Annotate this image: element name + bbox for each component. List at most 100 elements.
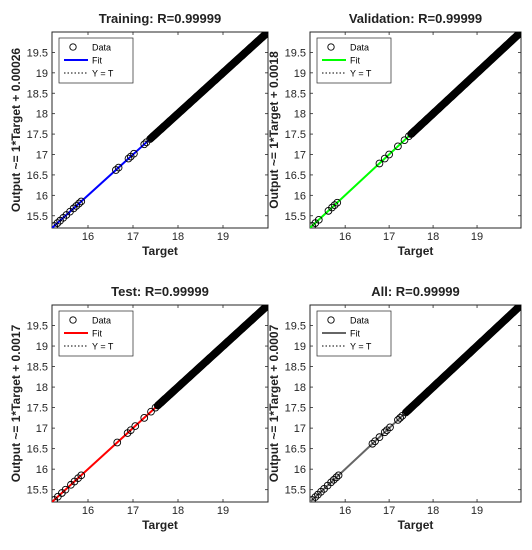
data-point — [262, 32, 268, 38]
y-tick-label: 15.5 — [285, 211, 306, 223]
data-point — [61, 485, 70, 494]
data-point — [263, 305, 268, 310]
y-tick-label: 16.5 — [27, 444, 48, 456]
data-point — [371, 437, 379, 446]
data-point — [77, 197, 86, 206]
data-point — [368, 439, 377, 448]
subplot-3: Test: R=0.99999 Target Output ~= 1*Target … — [9, 284, 269, 532]
legend-label-identity: Y = T — [350, 69, 372, 79]
data-point — [263, 32, 268, 37]
plot-area — [52, 305, 268, 502]
data-point — [72, 202, 81, 210]
legend-data-marker — [327, 43, 335, 51]
data-point — [330, 201, 339, 209]
data-point — [53, 219, 62, 227]
data-point — [396, 414, 404, 422]
legend-label-fit: Fit — [92, 329, 102, 339]
y-tick-label: 18.5 — [285, 362, 306, 374]
x-tick-label: 19 — [471, 505, 483, 517]
data-point — [140, 140, 149, 149]
legend: Data Fit Y = T — [58, 310, 134, 357]
y-tick-label: 16 — [36, 190, 48, 202]
data-point — [262, 305, 268, 311]
x-tick-label: 16 — [82, 231, 94, 243]
data-point — [515, 305, 521, 311]
data-point — [260, 305, 268, 312]
data-point — [112, 166, 120, 174]
legend-label-identity: Y = T — [92, 69, 114, 79]
data-point — [514, 32, 521, 38]
y-tick-label: 19 — [294, 341, 306, 353]
legend-label-fit: Fit — [92, 56, 102, 66]
data-point — [514, 305, 521, 312]
y-tick-label: 16 — [294, 190, 306, 202]
subplot-2: Validation: R=0.99999 Target Output ~= 1*T… — [267, 11, 522, 258]
data-point — [394, 416, 402, 424]
y-tick-label: 15.5 — [27, 211, 48, 223]
subplot-4: All: R=0.99999 Target Output ~= 1*Target +… — [267, 284, 522, 532]
data-point — [69, 204, 78, 213]
data-point — [380, 428, 389, 437]
data-point — [113, 438, 122, 447]
y-tick-label: 18 — [36, 109, 48, 121]
y-tick-label: 15.5 — [27, 485, 48, 497]
plot-area — [310, 32, 521, 228]
y-tick-label: 17 — [36, 150, 48, 162]
data-point — [262, 305, 268, 310]
data-point — [311, 493, 320, 501]
data-point — [516, 305, 521, 310]
data-point — [515, 305, 521, 311]
data-point — [515, 32, 521, 37]
data-point — [516, 32, 521, 37]
chart-title: All: R=0.99999 — [371, 284, 460, 299]
x-axis-label: Target — [398, 518, 434, 532]
x-tick-label: 16 — [339, 231, 351, 243]
y-tick-label: 19.5 — [27, 321, 48, 333]
legend-data-marker — [327, 316, 335, 324]
x-tick-label: 18 — [172, 505, 184, 517]
data-point — [124, 154, 133, 163]
y-tick-label: 18.5 — [285, 88, 306, 100]
x-tick-label: 16 — [82, 505, 94, 517]
y-tick-label: 17.5 — [285, 129, 306, 141]
data-point — [77, 471, 86, 480]
legend-label-data: Data — [350, 316, 369, 326]
x-axis-label: Target — [142, 518, 178, 532]
y-tick-label: 18 — [36, 382, 48, 394]
legend-label-identity: Y = T — [350, 342, 372, 352]
y-tick-label: 18 — [294, 109, 306, 121]
data-point — [328, 203, 336, 212]
y-tick-label: 18.5 — [27, 88, 48, 100]
x-tick-label: 18 — [427, 505, 439, 517]
x-tick-label: 18 — [427, 231, 439, 243]
data-point — [114, 163, 123, 172]
y-tick-label: 16 — [36, 464, 48, 476]
data-point — [260, 32, 268, 40]
chart-title: Validation: R=0.99999 — [349, 11, 482, 26]
data-point — [130, 149, 138, 158]
y-tick-label: 17 — [294, 423, 306, 435]
data-point — [375, 433, 384, 442]
y-tick-label: 17.5 — [27, 129, 48, 141]
y-tick-label: 19.5 — [27, 47, 48, 59]
plot-area — [52, 32, 268, 228]
legend-label-data: Data — [92, 43, 111, 53]
y-tick-label: 19.5 — [285, 47, 306, 59]
data-point — [261, 32, 268, 39]
data-point — [515, 32, 521, 38]
data-point — [385, 150, 393, 159]
x-axis-label: Target — [142, 244, 178, 258]
legend-data-marker — [69, 43, 77, 51]
y-axis-label: Output ~= 1*Target + 0.0007 — [267, 324, 281, 482]
legend-label-fit: Fit — [350, 56, 360, 66]
x-tick-label: 19 — [471, 231, 483, 243]
x-tick-label: 18 — [172, 231, 184, 243]
data-point — [400, 136, 409, 145]
data-point — [332, 473, 341, 482]
data-point — [329, 475, 338, 484]
x-tick-label: 16 — [339, 505, 351, 517]
data-point — [516, 32, 521, 37]
y-tick-label: 16.5 — [285, 444, 306, 456]
y-axis-label: Output ~= 1*Target + 0.0017 — [9, 324, 23, 482]
